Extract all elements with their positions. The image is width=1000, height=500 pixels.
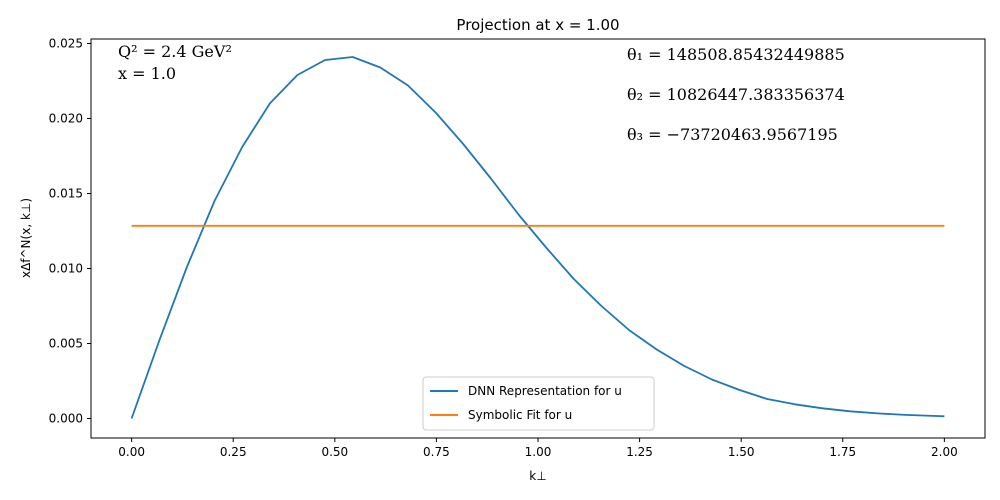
chart-title: Projection at x = 1.00 bbox=[456, 16, 619, 34]
annotation-theta2: θ₂ = 10826447.383356374 bbox=[627, 85, 845, 104]
x-tick-label: 0.50 bbox=[321, 445, 348, 459]
x-tick-label: 2.00 bbox=[931, 445, 958, 459]
x-ticks: 0.00 0.25 0.50 0.75 1.00 1.25 1.50 1.75 2.00 bbox=[118, 438, 958, 459]
legend: DNN Representation for u Symbolic Fit fo… bbox=[422, 376, 655, 431]
y-tick-label: 0.025 bbox=[49, 37, 83, 51]
series-lines bbox=[130, 56, 945, 419]
annotation-x-value: x = 1.0 bbox=[118, 64, 176, 83]
x-tick-label: 0.75 bbox=[423, 445, 450, 459]
x-tick-label: 1.25 bbox=[626, 445, 653, 459]
annotation-theta1: θ₁ = 148508.85432449885 bbox=[627, 45, 845, 64]
y-axis-label: xΔf^N(x, k⊥) bbox=[19, 198, 33, 278]
legend-label-dnn: DNN Representation for u bbox=[468, 384, 622, 398]
annotation-theta3: θ₃ = −73720463.9567195 bbox=[627, 125, 838, 144]
x-tick-label: 1.75 bbox=[829, 445, 856, 459]
y-tick-label: 0.000 bbox=[49, 412, 83, 426]
legend-label-symbolic: Symbolic Fit for u bbox=[468, 408, 572, 422]
y-tick-label: 0.015 bbox=[49, 187, 83, 201]
series-line-dnn bbox=[130, 56, 945, 419]
x-axis-label: k⊥ bbox=[529, 469, 546, 483]
x-tick-label: 0.00 bbox=[118, 445, 145, 459]
x-tick-label: 0.25 bbox=[220, 445, 247, 459]
x-tick-label: 1.00 bbox=[525, 445, 552, 459]
annotation-q2: Q² = 2.4 GeV² bbox=[118, 42, 232, 61]
y-ticks: 0.000 0.005 0.010 0.015 0.020 0.025 bbox=[49, 37, 91, 426]
y-tick-label: 0.020 bbox=[49, 112, 83, 126]
y-tick-label: 0.005 bbox=[49, 337, 83, 351]
y-tick-label: 0.010 bbox=[49, 262, 83, 276]
x-tick-label: 1.50 bbox=[728, 445, 755, 459]
legend-box bbox=[422, 376, 655, 431]
